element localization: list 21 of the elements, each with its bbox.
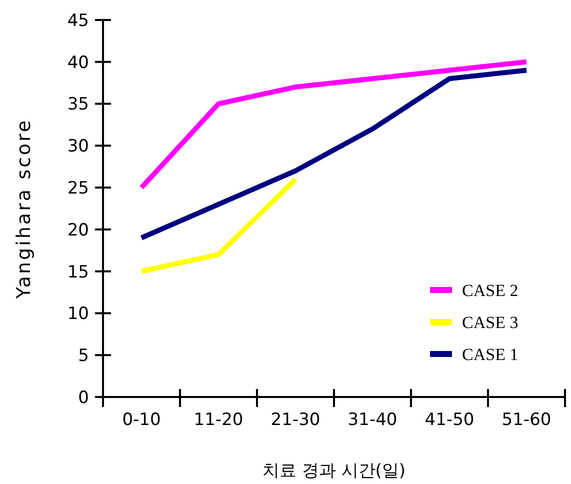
legend-label: CASE 3 [462, 312, 518, 332]
y-tick-label: 35 [67, 94, 89, 115]
y-tick-label: 25 [67, 178, 89, 199]
x-tick-label: 0-10 [122, 410, 161, 430]
x-axis-title: 치료 경과 시간(일) [262, 461, 406, 481]
y-axis-title: Yangihara score [13, 118, 35, 300]
legend-label: CASE 1 [462, 344, 518, 364]
y-tick-label: 20 [67, 220, 89, 240]
y-tick-label: 40 [67, 52, 89, 73]
y-tick-label: 10 [67, 304, 89, 324]
y-tick-label: 30 [67, 136, 89, 157]
x-tick-label: 41-50 [424, 410, 474, 430]
y-tick-label: 0 [78, 388, 89, 408]
y-tick-label: 5 [78, 346, 89, 366]
y-tick-label: 15 [67, 262, 89, 282]
x-tick-label: 11-20 [194, 410, 244, 430]
y-tick-label: 45 [67, 10, 89, 31]
legend-label: CASE 2 [462, 280, 518, 300]
x-tick-label: 31-40 [348, 410, 398, 430]
x-tick-label: 21-30 [270, 410, 320, 430]
x-tick-label: 51-60 [502, 410, 552, 430]
